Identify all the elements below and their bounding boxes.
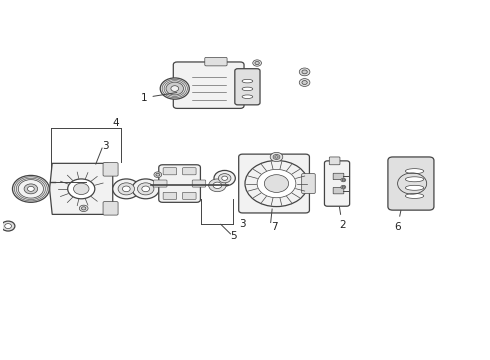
Circle shape (154, 172, 162, 177)
Circle shape (132, 179, 159, 199)
Circle shape (275, 156, 278, 158)
Ellipse shape (242, 87, 253, 91)
Circle shape (341, 185, 346, 189)
FancyBboxPatch shape (103, 163, 118, 176)
Circle shape (5, 224, 11, 229)
Circle shape (253, 60, 262, 66)
Circle shape (113, 179, 140, 199)
Circle shape (219, 174, 231, 183)
FancyBboxPatch shape (163, 192, 177, 199)
FancyBboxPatch shape (239, 154, 309, 213)
Circle shape (213, 182, 222, 189)
FancyBboxPatch shape (324, 161, 350, 206)
FancyBboxPatch shape (235, 69, 260, 105)
Circle shape (245, 161, 308, 207)
Circle shape (265, 175, 289, 192)
Text: 5: 5 (230, 231, 237, 240)
Text: 7: 7 (270, 222, 277, 232)
Circle shape (270, 152, 283, 162)
FancyBboxPatch shape (182, 168, 196, 175)
Circle shape (122, 186, 130, 192)
Circle shape (18, 180, 44, 198)
Circle shape (302, 81, 307, 85)
Circle shape (222, 176, 227, 180)
Circle shape (299, 68, 310, 76)
Ellipse shape (405, 193, 424, 198)
Circle shape (24, 184, 38, 194)
Ellipse shape (242, 95, 253, 99)
Circle shape (156, 173, 160, 176)
FancyBboxPatch shape (103, 202, 118, 215)
Circle shape (81, 207, 86, 210)
Text: 3: 3 (102, 141, 109, 150)
FancyBboxPatch shape (333, 173, 344, 180)
Ellipse shape (405, 168, 424, 174)
Circle shape (79, 205, 88, 212)
FancyBboxPatch shape (388, 157, 434, 210)
FancyBboxPatch shape (159, 165, 200, 202)
Circle shape (166, 82, 183, 95)
Circle shape (341, 178, 346, 182)
Polygon shape (50, 163, 113, 215)
Circle shape (342, 186, 344, 188)
Circle shape (214, 170, 235, 186)
FancyBboxPatch shape (192, 180, 206, 187)
Ellipse shape (405, 177, 424, 182)
Circle shape (118, 183, 135, 195)
Circle shape (171, 86, 179, 91)
Circle shape (273, 154, 280, 159)
Circle shape (302, 70, 307, 74)
Circle shape (142, 186, 149, 192)
Circle shape (138, 183, 154, 195)
Circle shape (255, 62, 259, 65)
Circle shape (74, 183, 89, 194)
Circle shape (342, 179, 344, 181)
Circle shape (1, 221, 15, 231)
Circle shape (12, 175, 49, 202)
Circle shape (209, 179, 226, 192)
FancyBboxPatch shape (329, 157, 340, 165)
FancyBboxPatch shape (153, 180, 167, 187)
FancyBboxPatch shape (173, 62, 244, 108)
Text: 3: 3 (239, 219, 246, 229)
Text: 2: 2 (339, 207, 345, 230)
Circle shape (68, 179, 95, 199)
Circle shape (160, 78, 189, 99)
Text: 1: 1 (141, 93, 177, 103)
Circle shape (257, 169, 296, 198)
Circle shape (299, 78, 310, 86)
FancyBboxPatch shape (163, 168, 177, 175)
FancyBboxPatch shape (182, 192, 196, 199)
Text: 6: 6 (394, 210, 401, 232)
Ellipse shape (242, 79, 253, 83)
Circle shape (27, 186, 34, 192)
Ellipse shape (405, 185, 424, 190)
FancyBboxPatch shape (302, 174, 315, 193)
FancyBboxPatch shape (205, 57, 227, 66)
Text: 4: 4 (113, 118, 120, 127)
FancyBboxPatch shape (333, 188, 344, 194)
